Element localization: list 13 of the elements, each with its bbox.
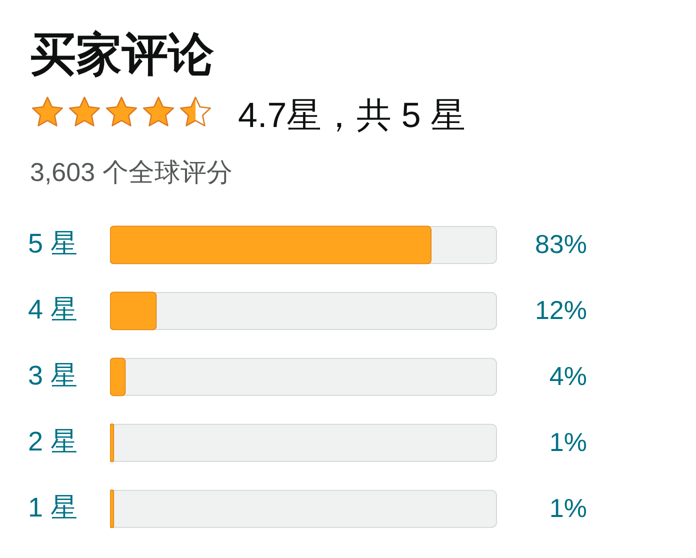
data-label: 4% [549, 361, 587, 392]
data-label: 1% [549, 492, 587, 523]
y-tick-label: 2 星 [28, 426, 78, 456]
data-label: 1% [549, 427, 587, 458]
y-tick-label: 3 星 [28, 360, 78, 390]
chart-title: 买家评论 [30, 28, 214, 80]
data-label: 83% [534, 229, 587, 260]
text: 3,603 个全球评分 [30, 157, 232, 187]
data-label: 12% [534, 295, 587, 326]
chart-subtitle: 4.7星，共 5 星 [238, 96, 466, 135]
y-tick-label: 1 星 [28, 492, 78, 522]
y-tick-label: 4 星 [28, 294, 78, 324]
y-tick-label: 5 星 [28, 228, 78, 258]
